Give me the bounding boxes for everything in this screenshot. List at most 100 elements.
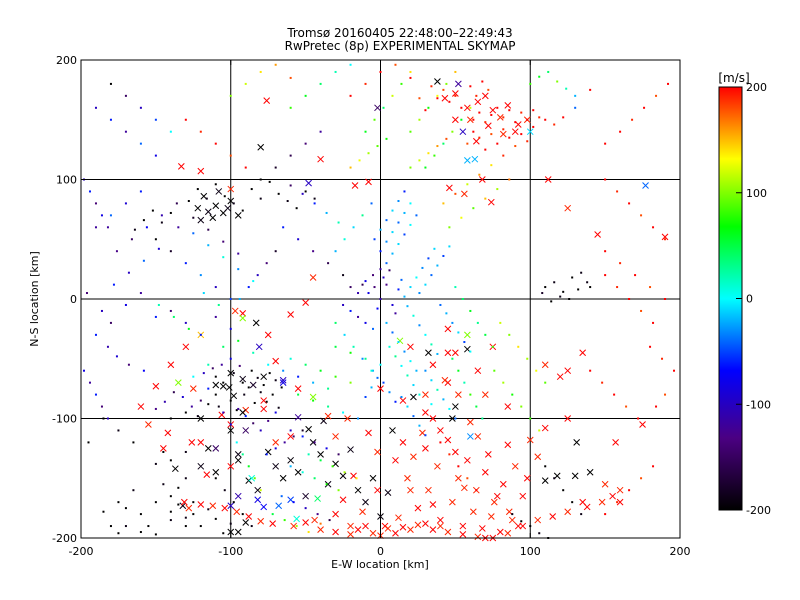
data-point-dot [88, 381, 91, 384]
data-point-dot [349, 166, 352, 169]
data-point-x [347, 446, 354, 453]
data-point-dot [442, 254, 445, 257]
data-point-dot [297, 393, 300, 396]
data-point-x [586, 468, 594, 476]
data-point-x [294, 413, 302, 421]
data-point-x [179, 502, 187, 510]
data-point-dot [412, 415, 415, 418]
data-point-dot [252, 351, 255, 354]
data-point-dot [461, 298, 464, 300]
data-point-x [212, 445, 220, 452]
data-point-x [487, 513, 495, 520]
data-point-dot [496, 106, 499, 109]
data-point-dot [424, 434, 427, 437]
data-point-dot [334, 70, 337, 73]
data-point-x [399, 439, 407, 446]
data-point-x [339, 472, 347, 480]
data-point-dot [394, 355, 397, 358]
data-point-dot [568, 298, 571, 300]
chart-subtitle: RwPretec (8p) EXPERIMENTAL SKYMAP [284, 39, 516, 53]
data-point-dot [613, 393, 616, 396]
data-point-x [642, 182, 649, 189]
data-point-dot [192, 375, 195, 378]
data-point-x [354, 486, 362, 494]
data-point-dot [357, 417, 360, 420]
data-point-dot [184, 411, 187, 414]
data-point-dot [207, 387, 210, 390]
data-point-dot [541, 292, 544, 295]
data-point-dot [169, 211, 172, 214]
data-point-dot [187, 327, 190, 330]
data-point-dot [117, 429, 120, 432]
data-point-dot [172, 315, 175, 318]
data-point-dot [312, 250, 315, 253]
data-point-x [455, 391, 462, 398]
data-point-dot [616, 190, 619, 193]
data-point-dot [604, 513, 607, 516]
data-point-dot [427, 106, 430, 109]
data-point-x [612, 439, 619, 446]
data-point-dot [580, 271, 583, 274]
data-point-dot [547, 70, 550, 73]
data-point-dot [379, 70, 382, 73]
data-point-dot [478, 136, 481, 139]
data-point-dot [214, 183, 217, 186]
data-point-dot [502, 154, 505, 157]
data-point-dot [106, 345, 109, 348]
data-point-x [519, 522, 527, 530]
data-point-dot [274, 250, 277, 253]
data-point-dot [376, 145, 379, 148]
data-point-dot [205, 197, 208, 200]
data-point-x [429, 501, 437, 508]
data-point-dot [301, 435, 304, 438]
data-point-x [219, 382, 227, 390]
data-point-x [504, 441, 512, 449]
data-point-x [212, 381, 220, 389]
data-point-dot [376, 376, 379, 379]
data-point-dot [192, 501, 195, 504]
data-point-x [395, 514, 402, 522]
data-point-x [579, 349, 587, 357]
data-point-x [452, 403, 459, 410]
data-point-x [242, 427, 250, 434]
data-point-x [239, 309, 247, 317]
y-tick-label: 100 [56, 174, 77, 187]
data-point-dot [433, 247, 436, 250]
data-point-x [504, 529, 512, 537]
data-point-dot [169, 459, 172, 462]
data-point-x [314, 495, 321, 502]
data-point-x [519, 492, 527, 500]
data-point-x [564, 415, 572, 422]
data-point-dot [385, 240, 388, 243]
data-point-x [601, 480, 609, 488]
data-point-dot [409, 360, 412, 363]
data-point-dot [274, 166, 277, 169]
data-point-dot [334, 250, 337, 253]
data-point-dot [327, 405, 330, 408]
data-point-dot [445, 82, 448, 85]
data-point-dot [367, 292, 370, 295]
data-point-dot [207, 363, 210, 366]
data-point-dot [364, 82, 367, 85]
data-point-dot [391, 231, 394, 234]
data-point-dot [163, 400, 166, 403]
data-point-x [254, 486, 262, 494]
data-point-dot [619, 262, 622, 265]
data-point-dot [373, 238, 376, 241]
data-point-dot [109, 214, 112, 217]
data-point-x [534, 453, 542, 461]
data-point-x [455, 474, 462, 482]
data-point-dot [664, 393, 667, 396]
data-point-dot [199, 399, 202, 402]
data-point-dot [109, 82, 112, 85]
data-point-x [227, 427, 235, 434]
data-point-dot [436, 352, 439, 355]
data-point-x [489, 106, 497, 114]
data-point-dot [259, 70, 262, 73]
data-point-x [481, 92, 489, 100]
data-point-dot [297, 238, 300, 241]
data-point-dot [520, 405, 523, 408]
data-point-x [444, 436, 452, 444]
data-point-x [598, 498, 606, 506]
data-point-x [279, 379, 287, 387]
